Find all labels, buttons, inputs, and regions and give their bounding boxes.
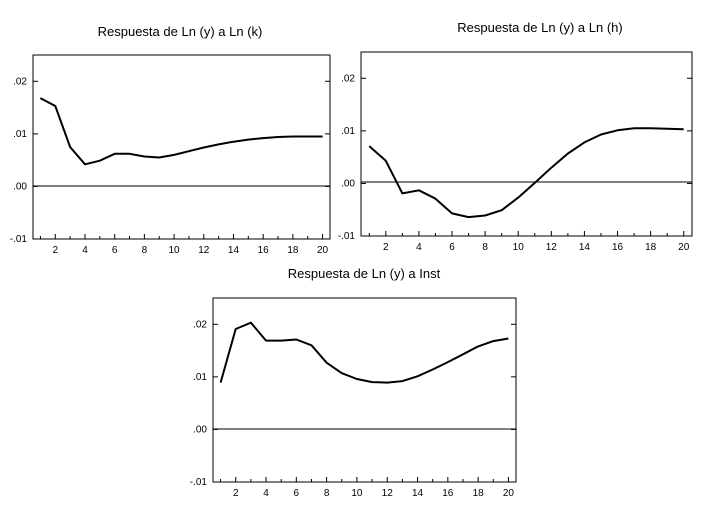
x-tick-label: 8 <box>324 488 330 499</box>
y-tick-label: -.01 <box>338 231 356 242</box>
x-tick-label: 20 <box>678 242 690 253</box>
chart-title: Respuesta de Ln (y) a Ln (h) <box>457 20 622 35</box>
x-tick-label: 20 <box>503 488 515 499</box>
x-tick-label: 18 <box>645 242 657 253</box>
y-tick-label: .02 <box>341 73 355 84</box>
y-tick-label: .01 <box>13 129 27 140</box>
x-tick-label: 10 <box>351 488 363 499</box>
x-tick-label: 8 <box>142 245 148 256</box>
x-tick-label: 2 <box>233 488 239 499</box>
tick-group: .02 .01 .00 -.01 2 4 6 8 10 12 14 16 18 20 <box>338 73 692 253</box>
x-tick-label: 16 <box>258 245 270 256</box>
plot-frame <box>32 54 331 240</box>
x-tick-label: 6 <box>112 245 118 256</box>
y-tick-label: .01 <box>341 126 355 137</box>
x-tick-label: 12 <box>546 242 558 253</box>
chart-panel-ln-k: Respuesta de Ln (y) a Ln (k) .02 .01 .00 -.… <box>10 24 331 256</box>
chart-title: Respuesta de Ln (y) a Inst <box>288 266 441 281</box>
response-line <box>368 127 684 219</box>
x-tick-label: 6 <box>294 488 300 499</box>
y-tick-label: .00 <box>13 181 27 192</box>
y-tick-label: .00 <box>193 424 207 435</box>
plot-frame <box>360 51 693 237</box>
x-tick-label: 16 <box>442 488 454 499</box>
y-tick-label: -.01 <box>190 477 208 488</box>
x-tick-label: 20 <box>317 245 329 256</box>
plot-frame <box>212 297 517 483</box>
x-tick-label: 2 <box>383 242 389 253</box>
x-tick-label: 12 <box>198 245 210 256</box>
x-tick-label: 18 <box>287 245 299 256</box>
chart-title: Respuesta de Ln (y) a Ln (k) <box>98 24 263 39</box>
x-tick-label: 14 <box>412 488 424 499</box>
y-tick-label: -.01 <box>10 234 28 245</box>
x-tick-label: 8 <box>482 242 488 253</box>
x-tick-label: 12 <box>382 488 394 499</box>
y-tick-label: .02 <box>193 319 207 330</box>
x-tick-label: 4 <box>263 488 269 499</box>
x-tick-label: 4 <box>416 242 422 253</box>
response-line <box>219 321 509 384</box>
x-tick-label: 18 <box>473 488 485 499</box>
tick-group: .02 .01 .00 -.01 2 4 6 8 10 12 14 16 18 20 <box>10 76 330 256</box>
x-tick-label: 16 <box>612 242 624 253</box>
tick-group: .02 .01 .00 -.01 2 4 6 8 10 12 14 16 18 20 <box>190 319 516 499</box>
chart-panel-inst: Respuesta de Ln (y) a Inst .02 .01 .00 -.01… <box>190 266 517 499</box>
x-tick-label: 2 <box>52 245 58 256</box>
y-tick-label: .02 <box>13 76 27 87</box>
chart-panel-ln-h: Respuesta de Ln (y) a Ln (h) .02 .01 .00 -.… <box>338 20 693 253</box>
x-tick-label: 4 <box>82 245 88 256</box>
x-tick-label: 10 <box>513 242 525 253</box>
x-tick-label: 14 <box>579 242 591 253</box>
x-tick-label: 14 <box>228 245 240 256</box>
x-tick-label: 6 <box>449 242 455 253</box>
y-tick-label: .01 <box>193 372 207 383</box>
x-tick-label: 10 <box>169 245 181 256</box>
response-line <box>39 97 323 166</box>
y-tick-label: .00 <box>341 178 355 189</box>
